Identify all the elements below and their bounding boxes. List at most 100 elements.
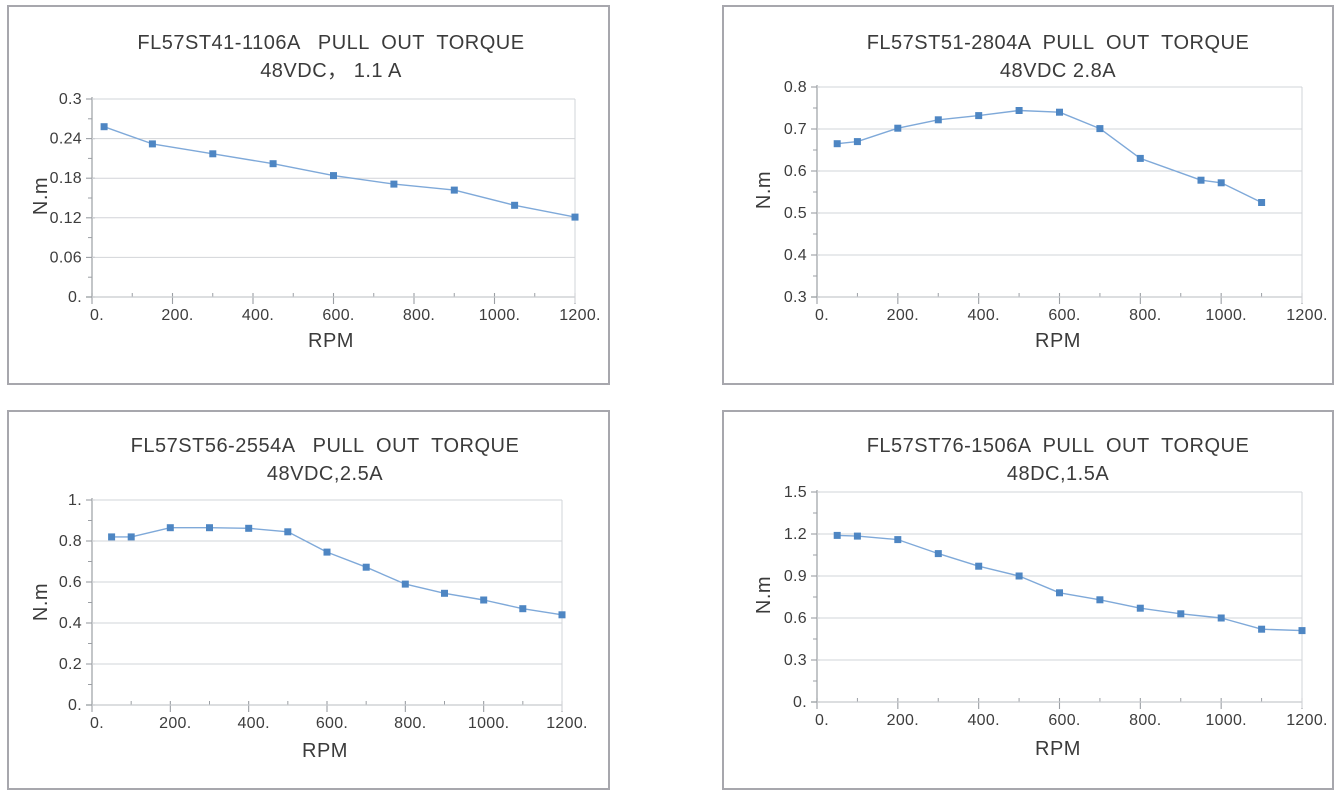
x-tick-label: 1200. [559,307,601,324]
data-point-marker [1217,614,1225,622]
data-point-marker [108,533,116,541]
torque-chart-fl57st56: FL57ST56-2554A PULL OUT TORQUE 48VDC,2.5… [30,435,588,762]
y-tick-label: 0.2 [59,656,82,673]
y-tick-label: 0.8 [59,533,82,550]
data-point-marker [934,550,942,558]
x-axis-label: RPM [308,330,354,352]
data-point-marker [209,150,217,158]
y-tick-label: 0.3 [784,652,807,669]
y-axis-label: N.m [753,576,775,614]
x-tick-label: 400. [967,712,999,729]
x-tick-label: 1000. [1205,307,1247,324]
chart-panel-fl57st76: FL57ST76-1506A PULL OUT TORQUE 48DC,1.5A… [722,410,1334,790]
data-point-marker [269,160,277,168]
y-tick-label: 0. [793,694,807,711]
data-point-marker [330,172,337,180]
data-point-marker [362,563,370,571]
y-tick-label: 0.24 [50,131,82,148]
data-point-marker [1096,125,1104,133]
data-point-marker [1136,154,1144,162]
chart-subtitle: 48VDC 2.8A [1000,60,1116,82]
y-tick-label: 0.6 [59,574,82,591]
data-point-marker [1298,627,1306,635]
torque-curve [837,109,1262,204]
data-point-marker [571,213,579,221]
y-tick-label: 0.9 [784,568,807,585]
data-point-marker [323,548,331,556]
data-point-marker [284,528,292,536]
x-tick-label: 600. [316,715,348,732]
chart-subtitle: 48VDC,2.5A [267,463,383,485]
data-point-marker [1136,604,1144,612]
y-tick-label: 0. [68,289,82,306]
chart-title: FL57ST56-2554A PULL OUT TORQUE [131,435,520,457]
torque-chart-fl57st41: FL57ST41-1106A PULL OUT TORQUE 48VDC， 1.… [30,32,601,352]
data-point-marker [975,112,983,120]
x-tick-label: 1000. [1205,712,1247,729]
data-point-marker [833,140,841,148]
x-tick-label: 0. [90,307,104,324]
data-point-marker [245,524,253,532]
y-axis-label: N.m [753,171,775,209]
data-point-marker [1015,572,1023,580]
torque-curve [837,534,1303,632]
y-tick-label: 0.4 [59,615,82,632]
x-tick-label: 400. [967,307,999,324]
data-point-marker [894,124,902,132]
data-point-marker [934,116,942,124]
chart-panel-fl57st56: FL57ST56-2554A PULL OUT TORQUE 48VDC,2.5… [7,410,610,790]
x-tick-label: 200. [887,307,919,324]
y-axis-label: N.m [30,177,52,215]
chart-panel-fl57st41: FL57ST41-1106A PULL OUT TORQUE 48VDC， 1.… [7,5,610,385]
y-tick-label: 0.18 [50,170,82,187]
x-tick-label: 600. [322,307,354,324]
data-point-marker [853,532,861,540]
y-tick-label: 0.4 [784,247,807,264]
data-point-marker [401,580,409,588]
x-tick-label: 1000. [479,307,521,324]
torque-curve [103,126,576,218]
chart-title: FL57ST76-1506A PULL OUT TORQUE [867,435,1250,457]
x-axis-label: RPM [1035,330,1081,352]
torque-chart-fl57st76: FL57ST76-1506A PULL OUT TORQUE 48DC,1.5A… [753,435,1328,760]
y-tick-label: 0.12 [50,210,82,227]
data-point-marker [206,524,213,532]
data-point-marker [1197,176,1205,184]
chart-panel-fl57st51: FL57ST51-2804A PULL OUT TORQUE 48VDC 2.8… [722,5,1334,385]
x-tick-label: 1200. [546,715,588,732]
data-point-marker [450,186,458,194]
x-tick-label: 0. [815,712,829,729]
data-point-marker [1258,199,1266,206]
data-point-marker [1056,108,1063,116]
data-point-marker [480,596,488,604]
data-point-marker [975,562,983,570]
y-tick-label: 0.06 [50,249,82,266]
y-tick-label: 1.2 [784,526,807,543]
chart-subtitle: 48VDC， 1.1 A [260,60,402,82]
data-point-marker [390,180,398,188]
data-point-marker [558,611,566,619]
y-tick-label: 0. [68,697,82,714]
data-point-marker [894,536,902,544]
x-tick-label: 400. [242,307,274,324]
x-tick-label: 200. [161,307,193,324]
y-tick-label: 1.5 [784,484,807,501]
data-point-marker [519,605,527,613]
x-tick-label: 1000. [468,715,510,732]
data-point-marker [853,138,861,146]
x-tick-label: 1200. [1286,712,1328,729]
x-tick-label: 800. [403,307,435,324]
x-tick-label: 800. [394,715,426,732]
data-point-marker [511,201,519,209]
y-tick-label: 0.3 [59,91,82,108]
x-tick-label: 200. [159,715,191,732]
data-point-marker [100,123,108,131]
data-point-marker [1096,596,1104,604]
x-axis-label: RPM [302,740,348,762]
data-point-marker [1258,625,1266,633]
data-point-marker [166,524,174,532]
data-point-marker [1015,107,1023,114]
x-tick-label: 800. [1129,712,1161,729]
x-tick-label: 600. [1048,712,1080,729]
